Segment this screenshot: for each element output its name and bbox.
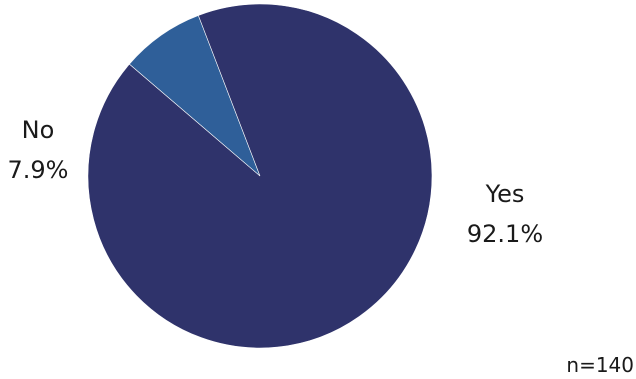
- sample-size-note: n=140: [566, 353, 634, 377]
- pie-slice-yes: [87, 3, 433, 349]
- slice-label-no: No: [22, 116, 55, 144]
- slice-label-yes: Yes: [485, 180, 525, 208]
- slice-value-yes: 92.1%: [467, 220, 543, 248]
- slice-value-no: 7.9%: [8, 156, 69, 184]
